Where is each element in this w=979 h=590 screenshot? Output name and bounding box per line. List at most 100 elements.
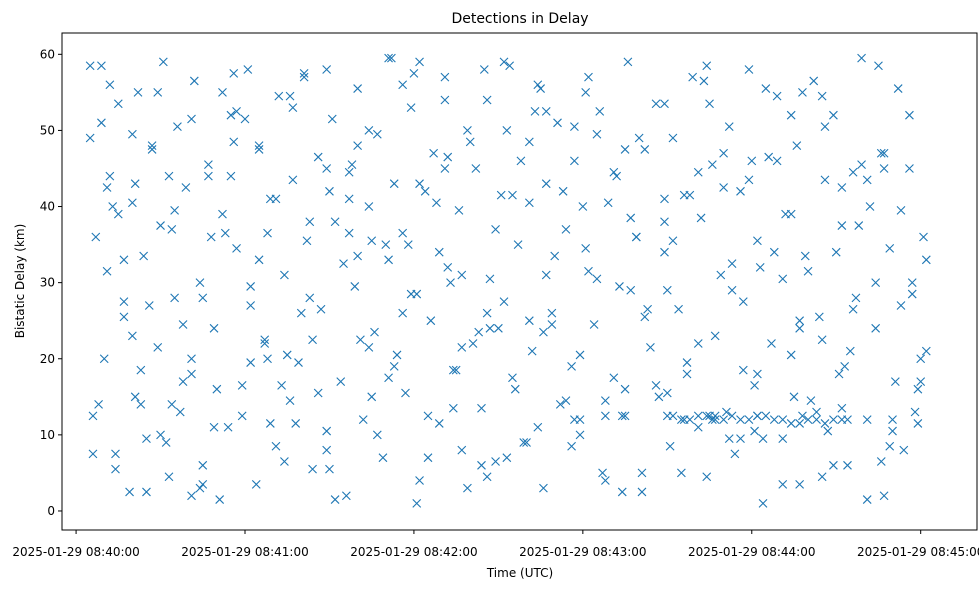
data-point bbox=[837, 415, 847, 425]
data-point bbox=[651, 99, 661, 109]
data-point bbox=[758, 434, 768, 444]
data-point bbox=[693, 422, 703, 432]
data-point bbox=[595, 107, 605, 116]
data-point bbox=[302, 236, 312, 246]
data-point bbox=[432, 198, 441, 208]
data-point bbox=[353, 84, 363, 93]
data-point bbox=[288, 175, 298, 185]
data-point bbox=[454, 205, 464, 215]
y-axis-ticks: 0 10 20 30 40 50 60 bbox=[40, 47, 62, 518]
data-point bbox=[707, 415, 717, 425]
data-point bbox=[130, 392, 140, 402]
data-point bbox=[513, 240, 523, 249]
data-point bbox=[429, 148, 439, 158]
data-point bbox=[468, 339, 478, 348]
data-point bbox=[561, 224, 571, 234]
data-point bbox=[910, 407, 920, 417]
data-point bbox=[220, 228, 230, 238]
data-point bbox=[113, 209, 123, 219]
data-point bbox=[341, 491, 351, 501]
data-point bbox=[218, 87, 227, 97]
data-point bbox=[626, 285, 636, 295]
data-point bbox=[651, 381, 661, 390]
data-point bbox=[189, 76, 199, 86]
data-point bbox=[485, 274, 495, 284]
data-point bbox=[448, 365, 458, 375]
data-point bbox=[170, 293, 180, 303]
data-point bbox=[263, 228, 272, 238]
data-point bbox=[539, 327, 548, 337]
data-point bbox=[485, 323, 495, 333]
x-tick-label: 2025-01-29 08:42:00 bbox=[350, 545, 477, 559]
data-point bbox=[612, 171, 622, 181]
data-point bbox=[812, 407, 821, 417]
data-point bbox=[254, 255, 264, 265]
data-point bbox=[127, 129, 137, 139]
data-point bbox=[457, 445, 467, 455]
data-point bbox=[660, 247, 669, 257]
data-point bbox=[660, 194, 669, 204]
data-point bbox=[493, 323, 503, 333]
data-point bbox=[533, 422, 543, 432]
data-point bbox=[885, 441, 895, 451]
data-point bbox=[685, 415, 695, 425]
data-point bbox=[384, 373, 393, 383]
data-point bbox=[693, 411, 703, 421]
data-point bbox=[479, 65, 489, 74]
data-point bbox=[893, 84, 903, 93]
data-point bbox=[578, 202, 588, 211]
data-point bbox=[778, 479, 788, 489]
data-point bbox=[817, 472, 827, 482]
data-point bbox=[389, 179, 399, 189]
data-point bbox=[640, 145, 650, 154]
data-point bbox=[463, 126, 472, 135]
data-point bbox=[372, 430, 382, 440]
data-point bbox=[353, 251, 363, 261]
data-point bbox=[299, 72, 309, 82]
data-point bbox=[88, 411, 98, 421]
y-tick-label: 20 bbox=[40, 352, 55, 366]
data-point bbox=[921, 255, 931, 265]
data-point bbox=[364, 342, 374, 352]
data-point bbox=[181, 183, 191, 192]
data-point bbox=[440, 95, 450, 105]
data-point bbox=[367, 392, 377, 402]
data-point bbox=[744, 175, 754, 185]
data-point bbox=[313, 388, 323, 398]
data-point bbox=[522, 438, 531, 447]
data-point bbox=[147, 145, 157, 154]
data-point bbox=[471, 164, 481, 173]
data-point bbox=[851, 293, 861, 303]
data-point bbox=[575, 415, 585, 425]
data-point bbox=[795, 316, 805, 326]
data-point bbox=[755, 263, 765, 272]
data-point bbox=[913, 384, 923, 394]
data-point bbox=[724, 122, 734, 132]
data-point bbox=[198, 460, 208, 470]
data-point bbox=[550, 251, 560, 261]
data-point bbox=[682, 369, 692, 379]
data-point bbox=[325, 186, 334, 196]
data-point bbox=[119, 312, 129, 322]
data-point bbox=[443, 263, 453, 272]
data-point bbox=[448, 403, 458, 413]
data-point bbox=[406, 103, 416, 112]
data-point bbox=[465, 137, 475, 147]
x-axis-ticks: 2025-01-29 08:40:00 2025-01-29 08:41:00 20… bbox=[12, 530, 979, 559]
data-point bbox=[724, 434, 734, 444]
data-point bbox=[322, 445, 332, 455]
data-point bbox=[772, 91, 782, 101]
data-point bbox=[403, 240, 413, 249]
data-point bbox=[843, 460, 852, 470]
data-point bbox=[707, 160, 717, 170]
data-point bbox=[505, 61, 515, 71]
data-point bbox=[848, 304, 858, 314]
data-point bbox=[139, 251, 149, 261]
data-point bbox=[905, 110, 914, 120]
data-point bbox=[305, 293, 315, 303]
data-point bbox=[609, 373, 619, 383]
data-point bbox=[99, 354, 109, 364]
data-point bbox=[440, 164, 450, 173]
data-point bbox=[246, 301, 256, 310]
data-point bbox=[896, 205, 906, 215]
